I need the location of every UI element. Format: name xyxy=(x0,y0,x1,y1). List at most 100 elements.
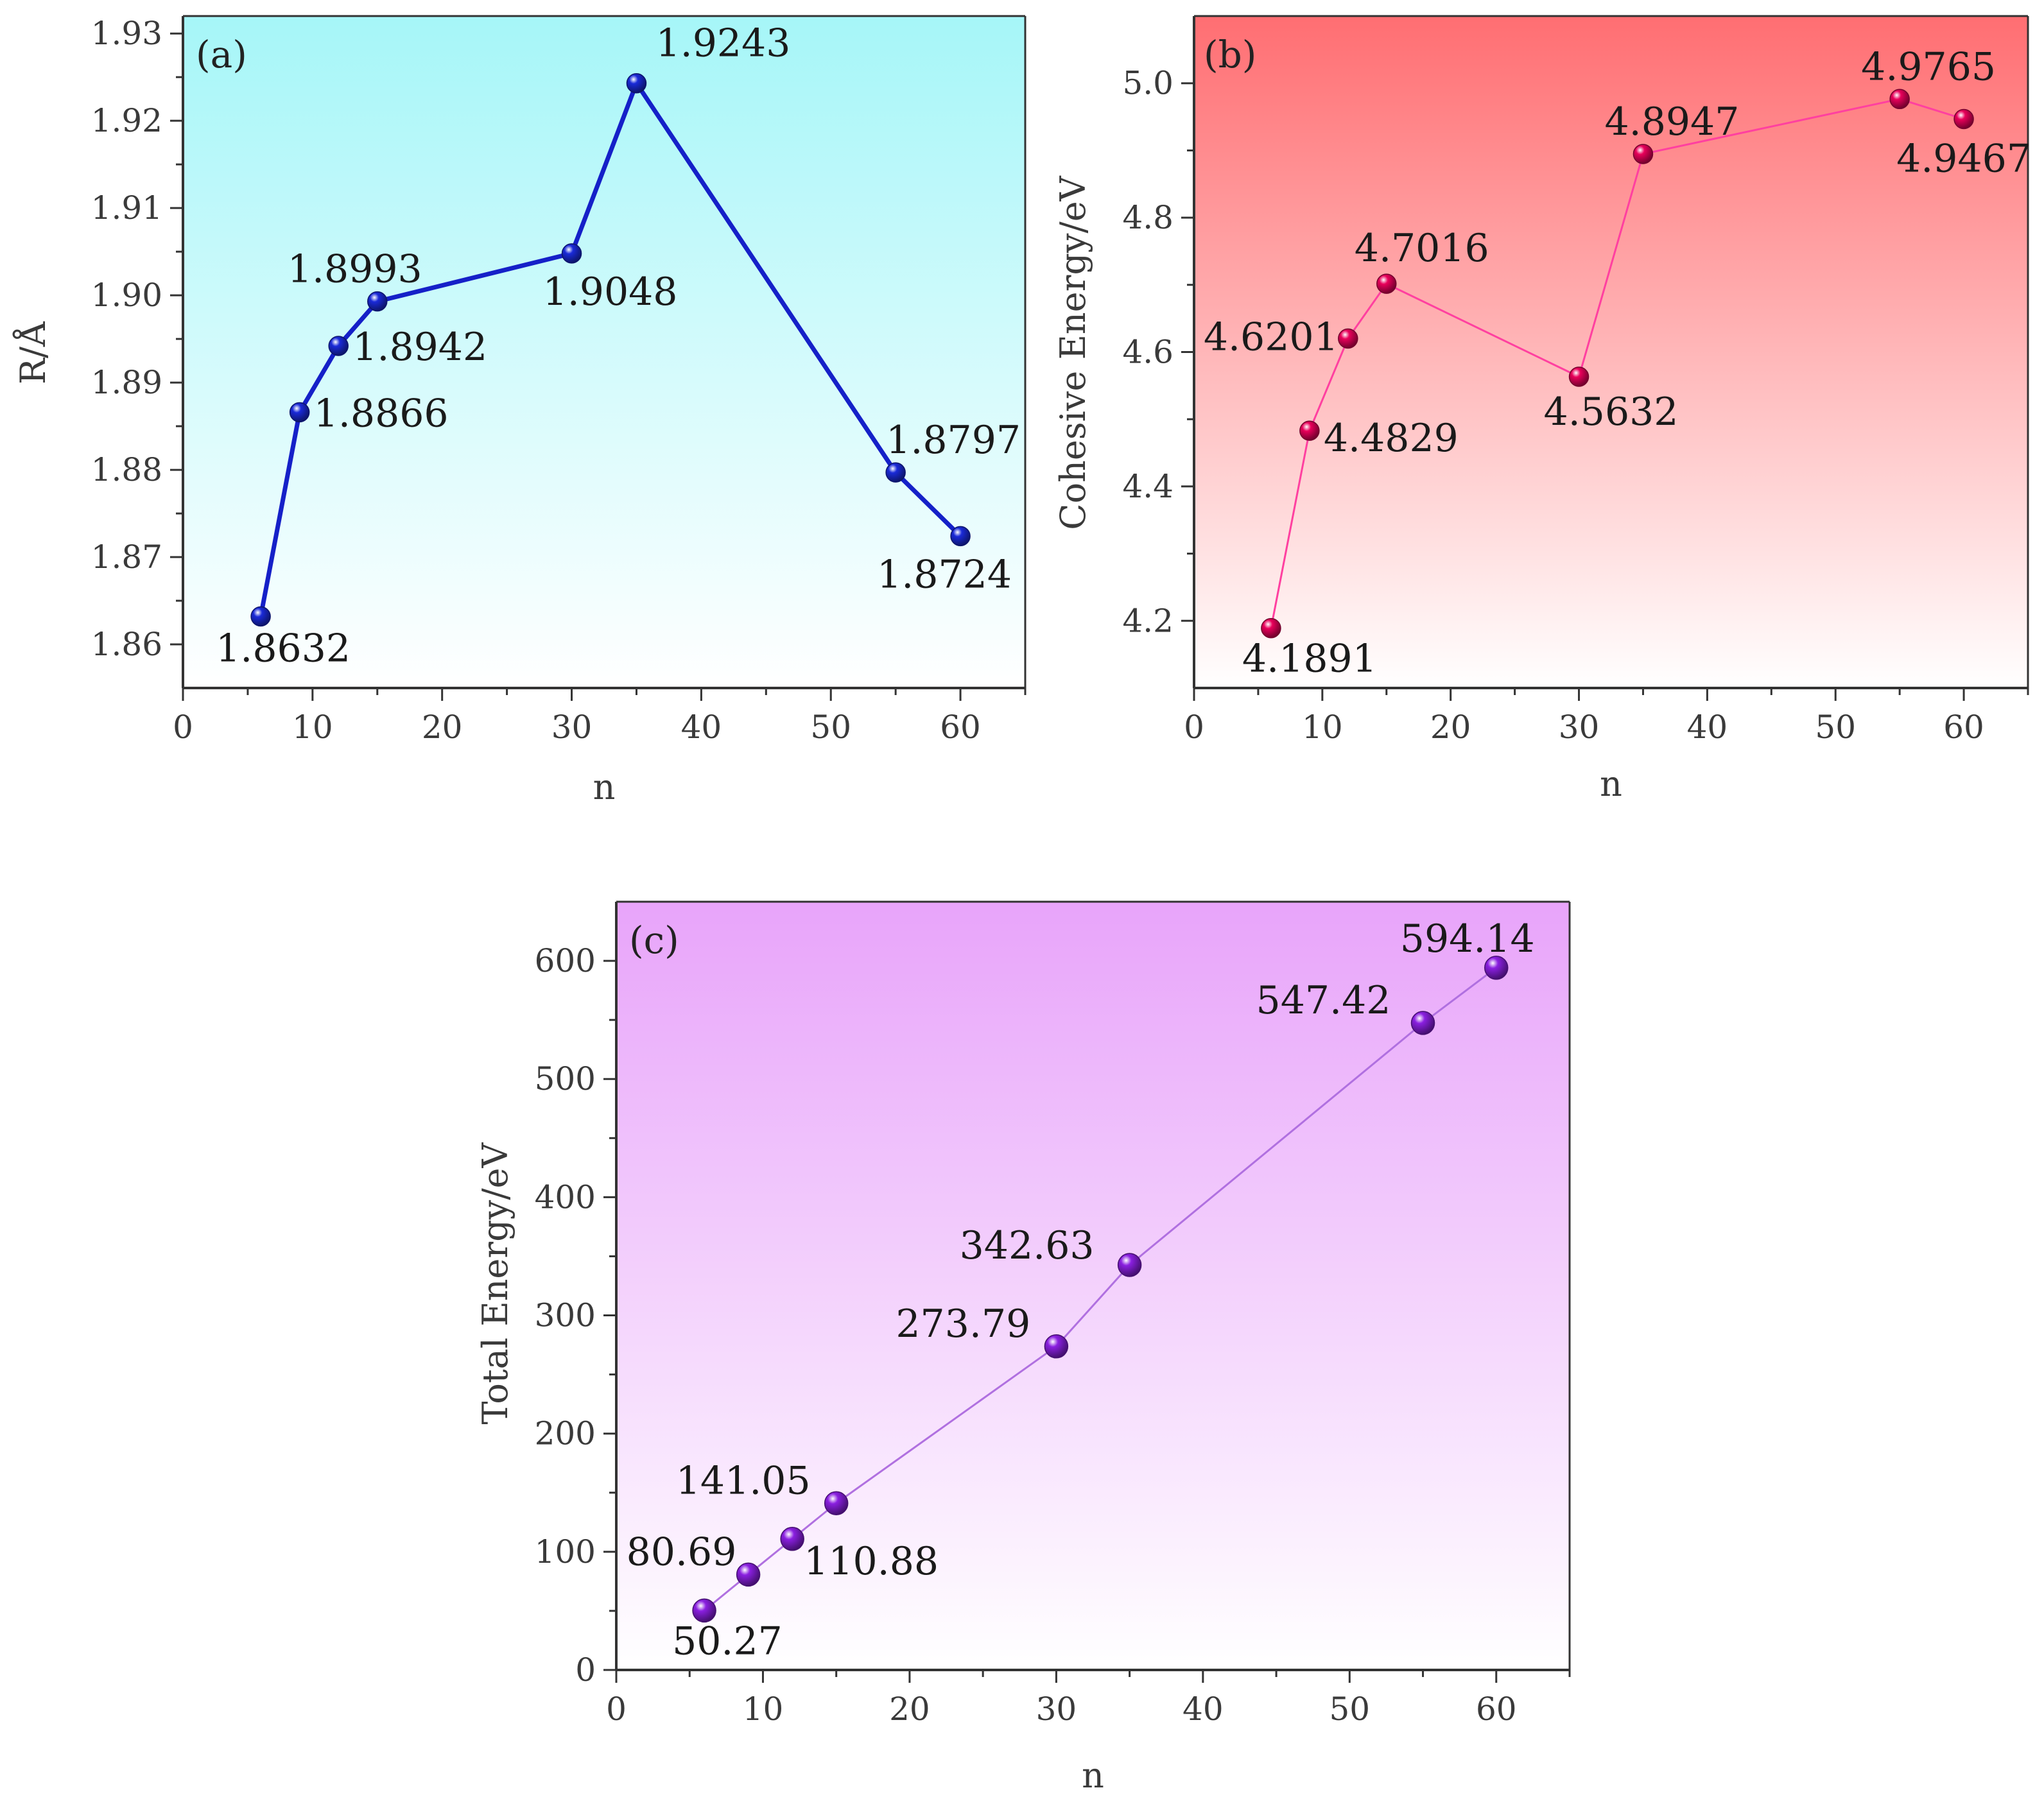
x-tick-label: 20 xyxy=(889,1690,930,1728)
y-tick-label: 1.92 xyxy=(91,102,162,139)
data-label: 4.9765 xyxy=(1861,44,1996,89)
data-label: 1.9243 xyxy=(655,21,790,66)
panel-tag: (a) xyxy=(196,33,247,76)
y-tick-label: 1.91 xyxy=(91,189,162,227)
x-tick-label: 0 xyxy=(1184,709,1204,746)
y-tick-label: 500 xyxy=(535,1060,596,1097)
y-axis-title: Total Energy/eV xyxy=(475,1142,515,1425)
data-label: 594.14 xyxy=(1400,916,1535,961)
x-axis-title: n xyxy=(1600,764,1622,804)
y-tick-label: 4.2 xyxy=(1122,602,1174,639)
data-point xyxy=(1633,144,1654,164)
data-point xyxy=(1299,420,1320,441)
y-tick-label: 1.86 xyxy=(91,626,162,663)
data-point xyxy=(626,73,647,94)
x-tick-label: 40 xyxy=(681,709,722,746)
data-point xyxy=(1953,108,1974,130)
y-tick-label: 4.4 xyxy=(1122,468,1174,505)
data-point xyxy=(1889,89,1910,110)
x-tick-label: 30 xyxy=(1559,709,1600,746)
data-point xyxy=(328,336,349,356)
data-point xyxy=(561,243,582,264)
plot-background xyxy=(1194,16,2028,688)
data-label: 4.6201 xyxy=(1204,314,1338,359)
panel-tag: (c) xyxy=(629,918,679,962)
data-label: 4.8947 xyxy=(1604,99,1739,144)
panel-a: 0 10 20 30 40 50 60 1.86 1.87 1.88 1.89 1.90 1.91 1.9… xyxy=(12,15,1026,807)
y-tick-label: 0 xyxy=(575,1651,596,1689)
x-tick-label: 20 xyxy=(422,709,463,746)
data-label: 1.8632 xyxy=(216,626,351,671)
y-tick-label: 1.93 xyxy=(91,15,162,52)
y-tick-label: 5.0 xyxy=(1122,65,1174,102)
y-tick-label: 300 xyxy=(535,1297,596,1334)
data-label: 4.7016 xyxy=(1355,226,1489,271)
data-point xyxy=(367,291,388,312)
data-point xyxy=(1261,617,1281,639)
x-tick-label: 60 xyxy=(1943,709,1984,746)
data-label: 1.8942 xyxy=(352,325,487,370)
y-axis-title: R/Å xyxy=(12,321,53,384)
y-tick-label: 1.87 xyxy=(91,538,162,576)
y-tick-label: 100 xyxy=(535,1533,596,1570)
data-point xyxy=(736,1562,761,1587)
x-tick-label: 60 xyxy=(940,709,981,746)
y-tick-label: 1.89 xyxy=(91,364,162,401)
x-axis-title: n xyxy=(593,767,616,807)
plot-background xyxy=(616,902,1570,1670)
panel-b: 0 10 20 30 40 50 60 4.2 4.4 4.6 4.8 5.0 n Cohesive En… xyxy=(1053,15,2031,804)
data-point xyxy=(1338,328,1358,349)
data-point xyxy=(1484,956,1509,980)
data-label: 1.8866 xyxy=(314,391,449,436)
y-tick-label: 4.6 xyxy=(1122,334,1174,371)
plot-background xyxy=(183,16,1025,688)
x-tick-label: 0 xyxy=(173,709,193,746)
x-tick-label: 10 xyxy=(743,1690,784,1728)
data-label: 4.5632 xyxy=(1544,390,1679,434)
data-label: 342.63 xyxy=(960,1223,1095,1268)
data-point xyxy=(1568,366,1589,387)
data-point xyxy=(824,1491,849,1516)
y-tick-label: 4.8 xyxy=(1122,199,1174,236)
x-axis-title: n xyxy=(1082,1755,1104,1796)
data-label: 4.4829 xyxy=(1324,416,1459,461)
y-tick-label: 400 xyxy=(535,1178,596,1216)
data-label: 1.8993 xyxy=(288,247,422,292)
data-label: 4.9467 xyxy=(1896,137,2031,182)
data-label: 141.05 xyxy=(676,1458,811,1503)
x-tick-label: 30 xyxy=(1036,1690,1077,1728)
data-point xyxy=(692,1598,716,1623)
data-point xyxy=(1117,1253,1142,1277)
x-tick-label: 50 xyxy=(1329,1690,1370,1728)
x-tick-label: 40 xyxy=(1687,709,1728,746)
x-tick-label: 10 xyxy=(1302,709,1343,746)
data-point xyxy=(780,1527,804,1551)
series-line xyxy=(1270,98,1964,628)
data-point xyxy=(885,462,906,483)
data-point xyxy=(1044,1334,1069,1359)
x-tick-label: 50 xyxy=(810,709,851,746)
data-point xyxy=(289,402,310,423)
y-tick-label: 200 xyxy=(535,1415,596,1452)
data-label: 1.8724 xyxy=(877,552,1012,597)
panel-tag: (b) xyxy=(1204,33,1256,76)
y-tick-label: 1.90 xyxy=(91,277,162,314)
x-tick-label: 50 xyxy=(1815,709,1856,746)
data-point xyxy=(1376,273,1397,294)
data-label: 1.9048 xyxy=(543,270,678,314)
x-tick-label: 20 xyxy=(1430,709,1471,746)
data-label: 4.1891 xyxy=(1242,637,1377,682)
data-label: 50.27 xyxy=(672,1619,783,1664)
data-point xyxy=(950,526,971,547)
data-label: 110.88 xyxy=(804,1539,939,1584)
y-tick-label: 600 xyxy=(535,942,596,979)
x-tick-label: 0 xyxy=(606,1690,627,1728)
x-tick-label: 40 xyxy=(1182,1690,1224,1728)
y-tick-label: 1.88 xyxy=(91,451,162,488)
x-tick-label: 10 xyxy=(292,709,333,746)
data-label: 547.42 xyxy=(1256,978,1391,1023)
data-label: 1.8797 xyxy=(886,418,1021,463)
x-tick-label: 30 xyxy=(551,709,593,746)
